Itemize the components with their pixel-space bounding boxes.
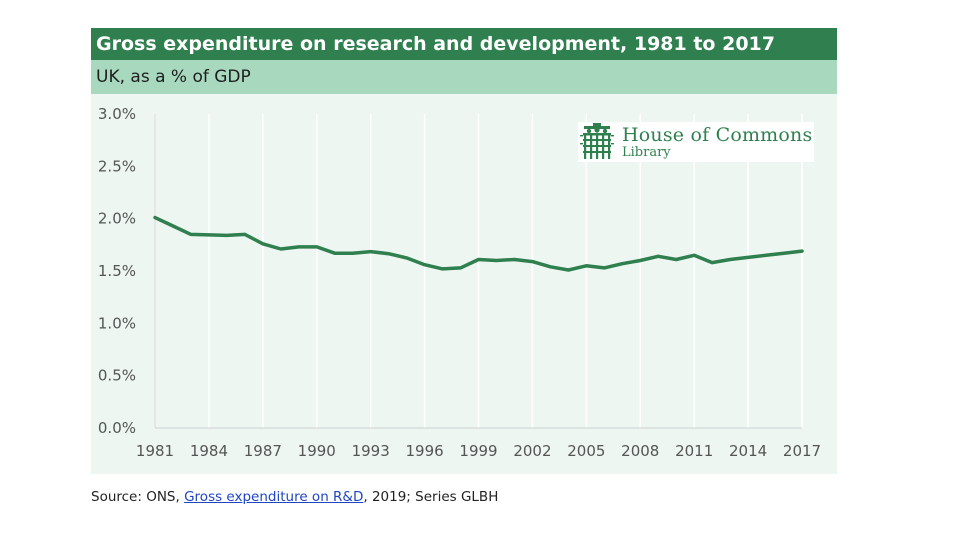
source-link[interactable]: Gross expenditure on R&D xyxy=(184,489,364,505)
x-tick-label: 1981 xyxy=(136,442,174,460)
house-of-commons-library-logo: House of Commons Library xyxy=(578,122,814,162)
source-note: Source: ONS, Gross expenditure on R&D, 2… xyxy=(91,489,498,505)
chart-subtitle: UK, as a % of GDP xyxy=(91,60,837,94)
x-tick-label: 2014 xyxy=(729,442,767,460)
series-line xyxy=(153,215,804,272)
y-tick-label: 1.0% xyxy=(98,314,136,332)
chart-title: Gross expenditure on research and develo… xyxy=(91,28,837,60)
x-tick-label: 2017 xyxy=(783,442,821,460)
y-tick-label: 1.5% xyxy=(98,262,136,280)
y-tick-label: 2.5% xyxy=(98,157,136,175)
source-suffix: , 2019; Series GLBH xyxy=(363,489,499,505)
source-prefix: Source: ONS, xyxy=(91,489,185,505)
y-tick-label: 0.0% xyxy=(98,419,136,437)
x-tick-label: 1984 xyxy=(190,442,228,460)
y-tick-label: 2.0% xyxy=(98,210,136,228)
y-tick-label: 3.0% xyxy=(98,105,136,123)
x-tick-label: 2005 xyxy=(567,442,605,460)
logo-title: House of Commons xyxy=(622,123,813,146)
x-tick-label: 1993 xyxy=(352,442,390,460)
x-tick-label: 2011 xyxy=(675,442,713,460)
portcullis-icon xyxy=(580,123,614,159)
logo-subtitle: Library xyxy=(622,144,671,160)
x-tick-label: 1987 xyxy=(244,442,282,460)
x-tick-label: 1990 xyxy=(298,442,336,460)
x-tick-label: 2002 xyxy=(513,442,551,460)
y-tick-label: 0.5% xyxy=(98,367,136,385)
x-tick-label: 1999 xyxy=(459,442,497,460)
x-tick-label: 1996 xyxy=(405,442,443,460)
x-tick-label: 2008 xyxy=(621,442,659,460)
